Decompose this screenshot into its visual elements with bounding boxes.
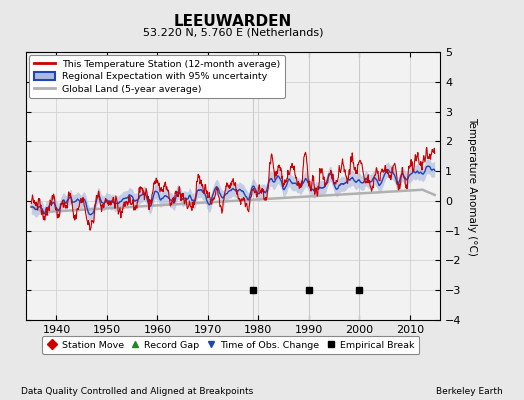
Y-axis label: Temperature Anomaly (°C): Temperature Anomaly (°C) [467,116,477,256]
Text: Data Quality Controlled and Aligned at Breakpoints: Data Quality Controlled and Aligned at B… [21,387,253,396]
Title: LEEUWARDEN
53.220 N, 5.760 E (Netherlands): LEEUWARDEN 53.220 N, 5.760 E (Netherland… [0,399,1,400]
Text: Berkeley Earth: Berkeley Earth [436,387,503,396]
Legend: This Temperature Station (12-month average), Regional Expectation with 95% uncer: This Temperature Station (12-month avera… [29,55,285,98]
Text: 53.220 N, 5.760 E (Netherlands): 53.220 N, 5.760 E (Netherlands) [143,28,323,38]
Text: LEEUWARDEN: LEEUWARDEN [174,14,292,30]
Legend: Station Move, Record Gap, Time of Obs. Change, Empirical Break: Station Move, Record Gap, Time of Obs. C… [42,336,419,354]
